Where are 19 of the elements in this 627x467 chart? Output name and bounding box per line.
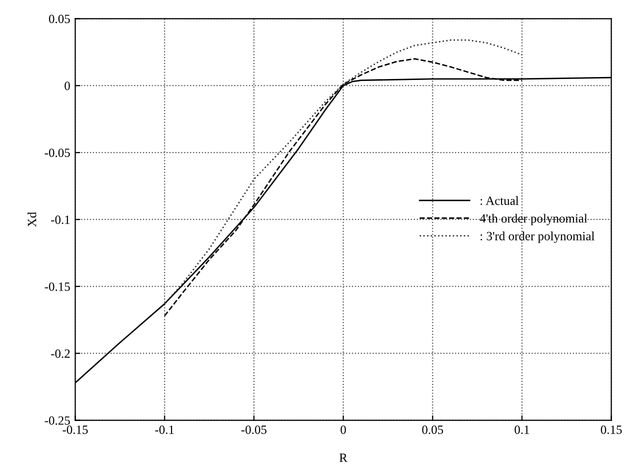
y-tick-label: -0.25 (44, 416, 70, 425)
y-tick-label: -0.2 (51, 349, 70, 358)
x-tick-label: 0.05 (422, 426, 444, 434)
x-tick-label: -0.1 (155, 426, 174, 434)
y-tick-label: -0.05 (44, 148, 70, 158)
legend-label: 4'th order polynomial (480, 214, 588, 226)
y-tick-label: -0.15 (44, 282, 70, 291)
x-tick-label: -0.15 (62, 426, 88, 434)
legend-label: : 3'rd order polynomial (480, 232, 594, 243)
x-axis-title: R (339, 454, 348, 462)
y-tick-label: -0.1 (51, 216, 70, 224)
y-axis-title: Xd (27, 212, 36, 227)
x-tick-label: 0.15 (600, 426, 622, 434)
x-tick-label: -0.05 (241, 426, 266, 434)
y-tick-label: 0.05 (48, 14, 70, 24)
x-tick-label: 0 (340, 426, 346, 434)
legend-label: : Actual (480, 196, 519, 206)
x-tick-label: 0.1 (514, 426, 530, 434)
y-tick-label: 0 (64, 82, 70, 90)
